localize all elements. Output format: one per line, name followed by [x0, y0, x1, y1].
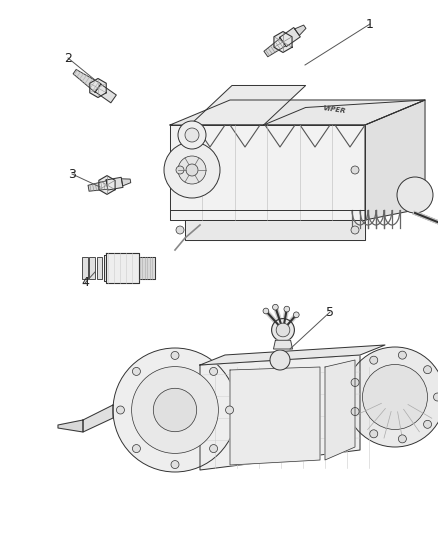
Bar: [97, 257, 102, 279]
Circle shape: [351, 226, 359, 234]
Polygon shape: [325, 360, 355, 460]
Text: 3: 3: [68, 167, 76, 181]
Circle shape: [270, 350, 290, 370]
Polygon shape: [365, 100, 425, 220]
Polygon shape: [106, 177, 123, 190]
Circle shape: [424, 421, 431, 429]
Polygon shape: [99, 176, 115, 195]
Circle shape: [226, 406, 233, 414]
Circle shape: [209, 367, 218, 375]
Polygon shape: [273, 340, 293, 349]
Text: 4: 4: [81, 277, 89, 289]
Circle shape: [434, 393, 438, 401]
Bar: [89, 257, 95, 279]
Circle shape: [370, 430, 378, 438]
Polygon shape: [139, 257, 155, 279]
Polygon shape: [295, 25, 306, 36]
Bar: [82, 257, 88, 279]
Circle shape: [164, 142, 220, 198]
Circle shape: [272, 304, 278, 310]
Text: 2: 2: [64, 52, 72, 64]
Circle shape: [153, 389, 197, 432]
Polygon shape: [264, 38, 286, 56]
Text: 1: 1: [366, 18, 374, 30]
Circle shape: [345, 347, 438, 447]
Polygon shape: [264, 100, 425, 125]
Circle shape: [117, 406, 124, 414]
Polygon shape: [104, 255, 106, 281]
Circle shape: [263, 308, 269, 314]
Circle shape: [209, 445, 218, 453]
Circle shape: [176, 166, 184, 174]
Polygon shape: [121, 179, 131, 186]
Circle shape: [132, 367, 141, 375]
Polygon shape: [83, 405, 113, 432]
Circle shape: [178, 156, 206, 184]
Circle shape: [171, 461, 179, 469]
Circle shape: [276, 323, 290, 337]
Polygon shape: [274, 31, 292, 52]
Polygon shape: [58, 420, 83, 432]
Polygon shape: [190, 85, 306, 125]
Circle shape: [284, 306, 290, 312]
Polygon shape: [88, 181, 108, 191]
Circle shape: [185, 128, 199, 142]
Circle shape: [178, 121, 206, 149]
Circle shape: [186, 164, 198, 176]
Circle shape: [113, 348, 237, 472]
Circle shape: [131, 367, 219, 454]
Polygon shape: [95, 84, 116, 103]
Circle shape: [370, 356, 378, 364]
Circle shape: [171, 351, 179, 359]
Polygon shape: [106, 253, 139, 282]
Polygon shape: [230, 367, 320, 465]
Text: VIPER: VIPER: [322, 106, 346, 115]
Polygon shape: [280, 28, 300, 47]
Circle shape: [293, 312, 299, 318]
Circle shape: [351, 408, 359, 416]
Circle shape: [399, 351, 406, 359]
Polygon shape: [73, 69, 101, 92]
Circle shape: [272, 319, 294, 342]
Circle shape: [424, 366, 431, 374]
Circle shape: [176, 226, 184, 234]
Circle shape: [132, 445, 141, 453]
Circle shape: [363, 365, 427, 430]
Polygon shape: [200, 355, 360, 470]
Circle shape: [399, 435, 406, 443]
Circle shape: [397, 177, 433, 213]
Text: 5: 5: [326, 305, 334, 319]
Polygon shape: [90, 78, 106, 98]
Polygon shape: [170, 100, 425, 125]
Polygon shape: [185, 220, 365, 240]
Polygon shape: [170, 125, 365, 220]
Circle shape: [351, 166, 359, 174]
Polygon shape: [200, 345, 385, 365]
Circle shape: [351, 378, 359, 386]
